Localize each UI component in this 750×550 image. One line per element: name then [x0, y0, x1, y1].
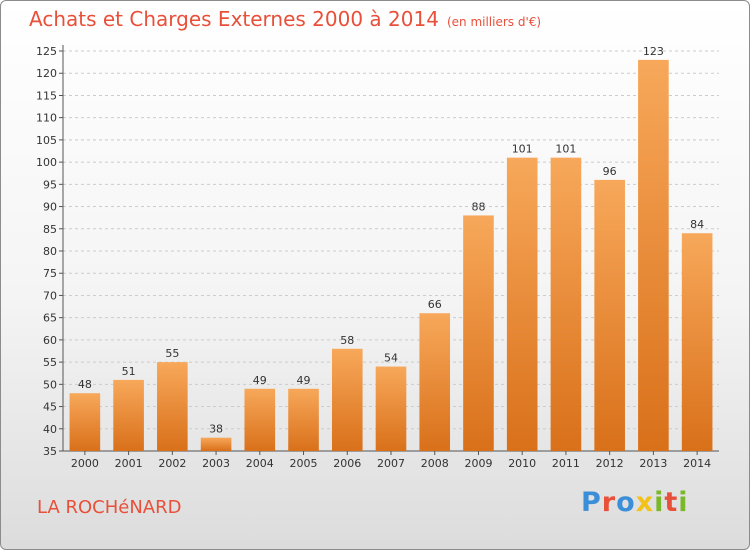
bar-value-label: 101	[555, 143, 576, 156]
x-tick-label: 2009	[464, 457, 492, 470]
bar	[419, 313, 451, 451]
bar-value-label: 49	[253, 374, 267, 387]
x-tick-label: 2013	[639, 457, 667, 470]
y-tick-label: 65	[43, 312, 57, 325]
y-tick-label: 60	[43, 334, 57, 347]
logo-letter: P	[581, 487, 602, 518]
y-tick-label: 120	[36, 67, 57, 80]
y-tick-label: 45	[43, 401, 57, 414]
place-name: LA ROCHéNARD	[37, 497, 182, 518]
bar	[113, 379, 144, 451]
y-tick-label: 110	[36, 112, 57, 125]
x-tick-label: 2002	[158, 457, 186, 470]
bar-value-label: 84	[690, 218, 704, 231]
bar	[200, 437, 232, 451]
x-tick-label: 2010	[508, 457, 536, 470]
y-tick-label: 100	[36, 156, 57, 169]
logo-letter: r	[601, 487, 617, 518]
y-tick-label: 35	[43, 445, 57, 458]
bar	[463, 215, 494, 451]
bar-value-label: 55	[165, 347, 179, 360]
chart-subtitle: (en milliers d'€)	[446, 15, 542, 29]
bar	[157, 362, 188, 451]
bar-value-label: 58	[340, 334, 354, 347]
x-tick-label: 2012	[596, 457, 624, 470]
bar	[506, 157, 538, 451]
x-tick-label: 2006	[333, 457, 361, 470]
bar	[288, 388, 319, 451]
bar	[594, 179, 625, 451]
logo-letter: o	[616, 487, 636, 518]
bar	[550, 157, 582, 451]
y-tick-label: 80	[43, 245, 57, 258]
y-tick-label: 75	[43, 267, 57, 280]
bar-value-label: 38	[209, 423, 223, 436]
bar	[375, 366, 407, 451]
y-tick-label: 125	[36, 45, 57, 58]
bar	[331, 348, 363, 451]
logo-letter: i	[678, 487, 689, 518]
chart-title: Achats et Charges Externes 2000 à 2014	[29, 7, 439, 31]
y-tick-label: 70	[43, 289, 57, 302]
y-tick-label: 90	[43, 201, 57, 214]
y-tick-label: 85	[43, 223, 57, 236]
x-tick-label: 2014	[683, 457, 711, 470]
y-tick-label: 105	[36, 134, 57, 147]
bar	[244, 388, 276, 451]
bar-value-label: 123	[643, 45, 664, 58]
bar-value-label: 96	[603, 165, 617, 178]
bar-value-label: 101	[512, 143, 533, 156]
bar	[69, 393, 101, 451]
bar-value-label: 54	[384, 352, 398, 365]
y-tick-label: 50	[43, 378, 57, 391]
y-tick-label: 55	[43, 356, 57, 369]
logo-letter: x	[635, 487, 655, 518]
bar	[638, 59, 669, 452]
bar-value-label: 51	[122, 365, 136, 378]
x-tick-label: 2005	[290, 457, 318, 470]
x-tick-label: 2007	[377, 457, 405, 470]
y-tick-label: 115	[36, 89, 57, 102]
bar-value-label: 48	[78, 378, 92, 391]
x-tick-label: 2011	[552, 457, 580, 470]
x-tick-label: 2003	[202, 457, 230, 470]
chart-title-block: Achats et Charges Externes 2000 à 2014 (e…	[29, 7, 541, 31]
bar-value-label: 66	[428, 298, 442, 311]
x-tick-label: 2000	[71, 457, 99, 470]
logo-letter: t	[664, 487, 679, 518]
proxiti-logo: Proxiti	[581, 487, 689, 518]
x-tick-label: 2008	[421, 457, 449, 470]
y-tick-label: 40	[43, 423, 57, 436]
bar-value-label: 88	[471, 200, 485, 213]
bar	[681, 233, 713, 451]
logo-letter: i	[654, 487, 665, 518]
x-tick-label: 2004	[246, 457, 274, 470]
x-tick-label: 2001	[115, 457, 143, 470]
bar-value-label: 49	[297, 374, 311, 387]
y-tick-label: 95	[43, 178, 57, 191]
